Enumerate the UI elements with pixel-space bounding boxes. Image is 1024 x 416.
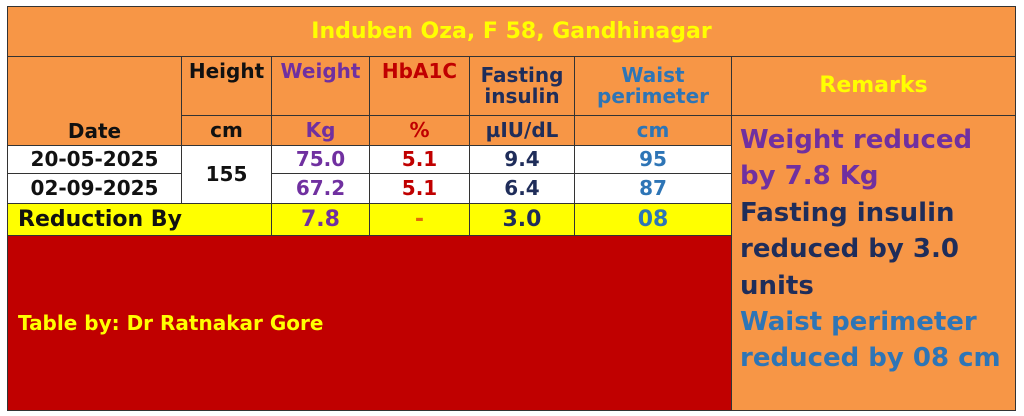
cell-waist: 87 (574, 173, 732, 204)
remarks-cell: Weight reduced by 7.8 Kg Fasting insulin… (731, 115, 1016, 411)
unit-waist: cm (574, 115, 732, 146)
cell-height: 155 (181, 145, 272, 204)
unit-weight: Kg (271, 115, 370, 146)
reduction-label: Reduction By (7, 203, 272, 236)
table-credit: Table by: Dr Ratnakar Gore (7, 235, 732, 411)
cell-hba1c: 5.1 (369, 145, 470, 174)
header-hba1c: HbA1C (369, 56, 470, 116)
unit-hba1c: % (369, 115, 470, 146)
header-height: Height (181, 56, 272, 116)
unit-fasting: µIU/dL (469, 115, 575, 146)
cell-date: 20-05-2025 (7, 145, 182, 174)
header-fasting: Fasting insulin (469, 56, 575, 116)
reduction-weight: 7.8 (271, 203, 370, 236)
cell-hba1c: 5.1 (369, 173, 470, 204)
cell-fasting: 9.4 (469, 145, 575, 174)
cell-waist: 95 (574, 145, 732, 174)
remark-waist: Waist perimeter reduced by 08 cm (740, 306, 1001, 374)
cell-weight: 67.2 (271, 173, 370, 204)
header-waist: Waist perimeter (574, 56, 732, 116)
header-weight: Weight (271, 56, 370, 116)
table-title: Induben Oza, F 58, Gandhinagar (7, 6, 1016, 57)
header-remarks: Remarks (731, 56, 1016, 116)
cell-weight: 75.0 (271, 145, 370, 174)
remark-weight: Weight reduced by 7.8 Kg (740, 125, 973, 192)
reduction-hba1c: - (369, 203, 470, 236)
cell-fasting: 6.4 (469, 173, 575, 204)
unit-height: cm (181, 115, 272, 146)
header-date: Date (7, 56, 182, 146)
cell-date: 02-09-2025 (7, 173, 182, 204)
remark-fasting: Fasting insulin reduced by 3.0 units (740, 197, 959, 301)
reduction-fasting: 3.0 (469, 203, 575, 236)
reduction-waist: 08 (574, 203, 732, 236)
